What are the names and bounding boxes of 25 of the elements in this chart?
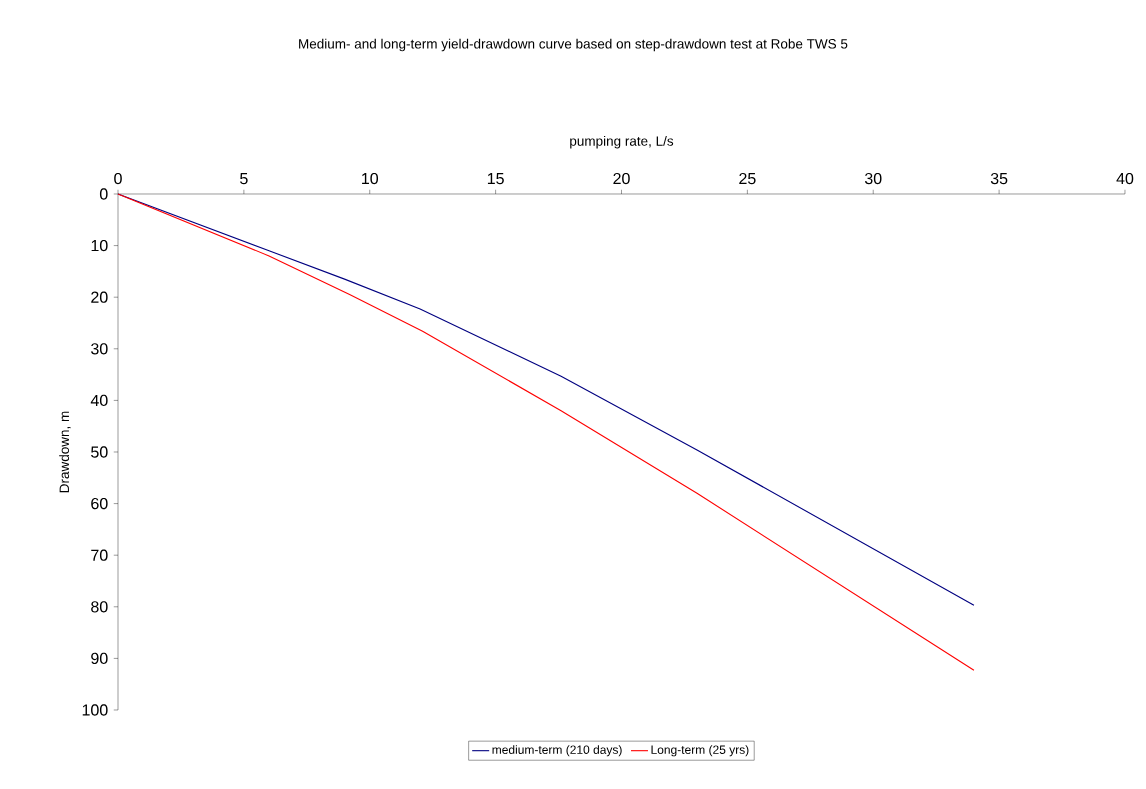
chart-title: Medium- and long-term yield-drawdown curve based on step-drawdown test at Robe TWS 5: [299, 38, 848, 52]
x-tick-label: 5: [240, 173, 248, 185]
y-tick-label: 40: [90, 394, 108, 407]
y-tick-label: 10: [91, 239, 108, 252]
y-tick-label: 80: [91, 601, 108, 613]
y-tick-label: 100: [82, 704, 108, 716]
y-tick-label: 0: [99, 188, 108, 200]
x-tick-label: 10: [362, 172, 379, 185]
y-tick-label: 60: [91, 497, 108, 510]
x-tick-label: 40: [1116, 172, 1134, 185]
y-tick-label: 50: [91, 446, 108, 458]
y-tick-label: 30: [91, 343, 108, 355]
x-tick-label: 30: [864, 172, 882, 185]
x-tick-label: 0: [114, 172, 122, 185]
x-tick-label: 35: [990, 172, 1008, 185]
y-tick-label: 20: [91, 291, 108, 303]
y-tick-label: 70: [91, 549, 108, 561]
y-tick-label: 90: [91, 652, 108, 665]
x-axis-title: pumping rate, L/s: [570, 135, 674, 149]
legend-label: medium-term (210 days): [492, 745, 622, 757]
legend-label: Long-term (25 yrs): [651, 745, 749, 757]
x-tick-label: 25: [739, 172, 756, 185]
x-tick-label: 20: [613, 172, 630, 185]
x-tick-label: 15: [487, 173, 504, 185]
y-axis-title: Drawdown, m: [59, 411, 71, 493]
